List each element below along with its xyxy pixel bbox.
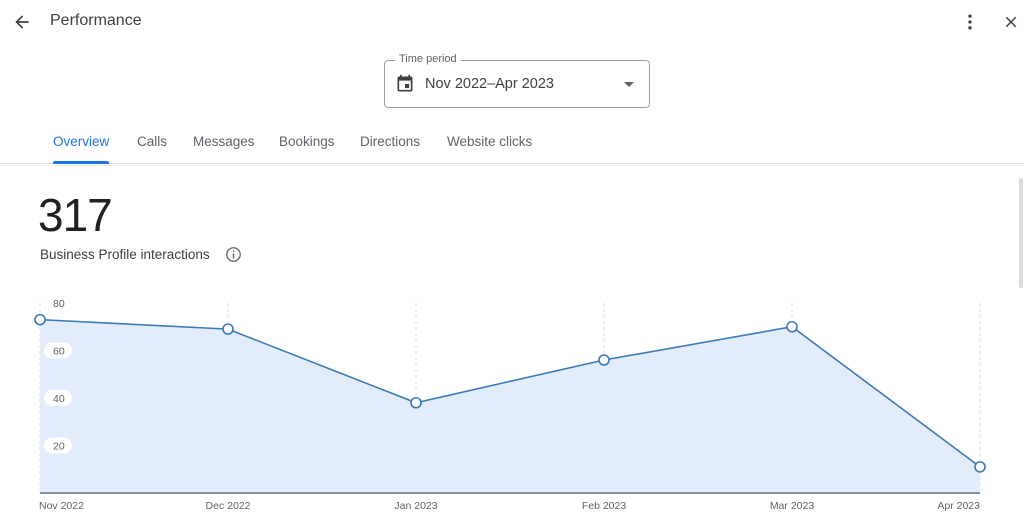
y-tick-pill bbox=[44, 390, 72, 406]
tab-directions[interactable]: Directions bbox=[360, 134, 420, 164]
series-line bbox=[39, 318, 981, 468]
tab-bar: Overview Calls Messages Bookings Directi… bbox=[0, 128, 1024, 164]
more-vertical-icon bbox=[968, 14, 972, 30]
total-interactions: 317 bbox=[38, 189, 113, 241]
y-tick-pill bbox=[44, 437, 72, 454]
tab-label: Website clicks bbox=[447, 134, 533, 149]
x-tick-label: Feb 2023 bbox=[582, 500, 627, 512]
tab-label: Calls bbox=[137, 134, 168, 149]
tab-label: Bookings bbox=[279, 134, 335, 149]
tab-messages[interactable]: Messages bbox=[193, 134, 255, 164]
close-button[interactable] bbox=[999, 10, 1023, 34]
data-point bbox=[222, 323, 234, 335]
y-tick-pill bbox=[44, 342, 72, 359]
x-tick-label: Jan 2023 bbox=[394, 500, 437, 512]
tab-label: Directions bbox=[360, 134, 421, 149]
tab-overview[interactable]: Overview bbox=[53, 134, 110, 164]
data-point bbox=[598, 354, 610, 366]
time-period-label: Time period bbox=[395, 53, 461, 65]
x-tick-label: Apr 2023 bbox=[937, 500, 980, 512]
x-tick-label: Dec 2022 bbox=[206, 500, 251, 512]
page-title: Performance bbox=[50, 12, 142, 29]
active-tab-indicator bbox=[53, 161, 110, 164]
y-tick-label: 20 bbox=[53, 441, 65, 453]
chart-svg: 20 40 60 80 Nov 2022 Dec 2022 Jan 2023 Feb 2023… bbox=[34, 295, 986, 512]
data-point bbox=[410, 396, 422, 409]
info-icon[interactable] bbox=[225, 246, 242, 263]
tab-label: Overview bbox=[53, 134, 110, 149]
metric-label: Business Profile interactions bbox=[40, 247, 210, 262]
data-point bbox=[786, 320, 798, 333]
time-period-value: Nov 2022–Apr 2023 bbox=[425, 76, 554, 92]
calendar-icon bbox=[397, 74, 413, 92]
tab-website-clicks[interactable]: Website clicks bbox=[447, 134, 532, 164]
arrow-left-icon bbox=[15, 15, 29, 29]
area-fill bbox=[40, 319, 980, 493]
y-tick-pill bbox=[44, 295, 72, 311]
y-tick-label: 60 bbox=[53, 346, 65, 358]
tab-label: Messages bbox=[193, 134, 255, 149]
header: Performance bbox=[0, 0, 1024, 46]
x-tick-label: Nov 2022 bbox=[39, 500, 84, 512]
tab-bookings[interactable]: Bookings bbox=[279, 134, 335, 164]
close-icon bbox=[1005, 16, 1017, 28]
time-period-select[interactable]: Time period Nov 2022–Apr 2023 bbox=[384, 53, 650, 108]
data-point bbox=[34, 313, 46, 326]
dropdown-arrow-icon bbox=[624, 82, 634, 87]
tab-calls[interactable]: Calls bbox=[137, 134, 167, 164]
y-tick-label: 80 bbox=[53, 298, 65, 310]
data-point bbox=[974, 461, 986, 473]
x-tick-label: Mar 2023 bbox=[770, 500, 815, 512]
more-options-button[interactable] bbox=[958, 10, 982, 34]
y-tick-label: 40 bbox=[53, 393, 65, 405]
scrollbar[interactable] bbox=[1019, 178, 1023, 288]
interactions-chart: 20 40 60 80 Nov 2022 Dec 2022 Jan 2023 Feb 2023… bbox=[0, 290, 1024, 520]
back-button[interactable] bbox=[10, 10, 34, 34]
